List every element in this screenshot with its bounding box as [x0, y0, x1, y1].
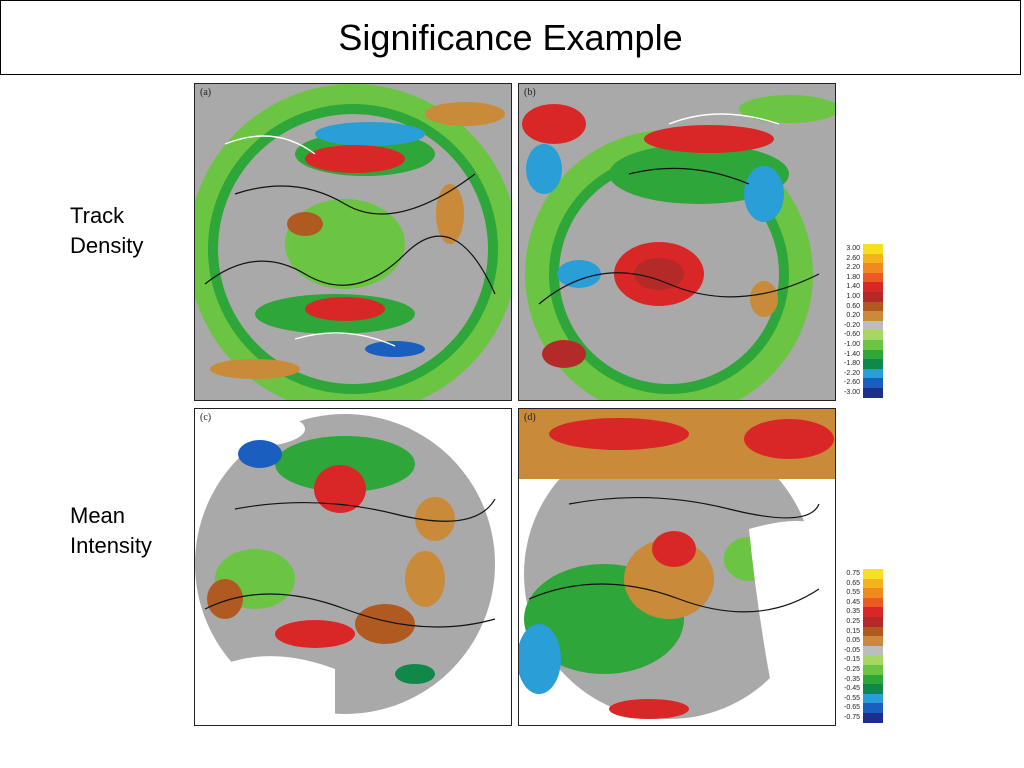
- colorbar-tick-label: 0.65: [846, 579, 860, 587]
- colorbar-tick-label: 0.60: [846, 302, 860, 310]
- colorbar-swatch: [863, 665, 883, 676]
- row-label-line1: Track: [70, 203, 125, 228]
- colorbar-tick-label: 0.35: [846, 608, 860, 616]
- colorbar-swatch: [863, 588, 883, 599]
- colorbar-swatch: [863, 636, 883, 647]
- colorbar-swatch: [863, 703, 883, 714]
- map-panel-d: (d): [518, 408, 836, 726]
- colorbar-swatch: [863, 597, 883, 608]
- map-image-d: [519, 409, 835, 725]
- row-label-line2: Intensity: [70, 533, 152, 558]
- map-panel-c: (c): [194, 408, 512, 726]
- colorbar-tick-label: -0.45: [844, 685, 860, 693]
- map-image-c: [195, 409, 511, 725]
- colorbar-swatch: [863, 674, 883, 685]
- colorbar-tick-label: 0.15: [846, 627, 860, 635]
- colorbar-swatch: [863, 617, 883, 628]
- colorbar-tick-label: -0.65: [844, 704, 860, 712]
- map-panel-a: (a): [194, 83, 512, 401]
- colorbar-swatch: [863, 645, 883, 656]
- colorbar-swatch: [863, 378, 883, 389]
- colorbar-tick-label: 0.25: [846, 618, 860, 625]
- colorbar-swatch: [863, 684, 883, 695]
- panel-letter-c: (c): [200, 412, 212, 423]
- colorbar-track-density: 3.00 2.60 2.20 1.80 1.40 1.00 0.60 0.20 -0.20 -0.…: [835, 244, 885, 404]
- colorbar-tick-label: 2.20: [846, 264, 860, 272]
- row-label-mean-intensity: Mean Intensity: [70, 501, 152, 561]
- colorbar-mean-intensity: 0.75 0.65 0.55 0.45 0.35 0.25 0.15 0.05 -0.05 -0.…: [835, 569, 885, 729]
- colorbar-swatch: [863, 607, 883, 618]
- colorbar-tick-label: -1.00: [844, 341, 860, 348]
- colorbar-tick-label: -0.15: [844, 656, 860, 664]
- row-label-track-density: Track Density: [70, 201, 143, 261]
- colorbar-swatch: [863, 301, 883, 312]
- row-label-line1: Mean: [70, 503, 126, 528]
- colorbar-tick-label: 0.55: [846, 589, 860, 597]
- colorbar-swatch: [863, 388, 883, 399]
- colorbar-tick-label: 0.05: [846, 637, 860, 645]
- panel-letter-d: (d): [524, 412, 536, 423]
- slide-title-box: Significance Example: [0, 0, 1021, 75]
- colorbar-swatch: [863, 569, 883, 580]
- map-panel-b: (b): [518, 83, 836, 401]
- colorbar-tick-label: -0.20: [844, 321, 860, 329]
- colorbar-swatch: [863, 330, 883, 341]
- colorbar-swatch: [863, 272, 883, 283]
- colorbar-swatch: [863, 263, 883, 274]
- colorbar-tick-label: 3.00: [846, 245, 860, 252]
- colorbar-tick-label: -2.60: [844, 379, 860, 387]
- colorbar-tick-label: 0.20: [846, 312, 860, 320]
- colorbar-tick-label: 1.40: [846, 283, 860, 291]
- colorbar-swatch: [863, 578, 883, 589]
- colorbar-swatch: [863, 253, 883, 264]
- colorbar-tick-label: 0.45: [846, 598, 860, 606]
- colorbar-tick-label: 0.75: [846, 570, 860, 577]
- colorbar-swatch: [863, 292, 883, 303]
- map-image-b: [519, 84, 835, 400]
- colorbar-swatch: [863, 320, 883, 331]
- slide-title: Significance Example: [338, 16, 683, 58]
- colorbar-tick-label: -0.25: [844, 666, 860, 673]
- panel-letter-b: (b): [524, 87, 536, 98]
- panel-letter-a: (a): [200, 87, 212, 98]
- colorbar-swatch: [863, 655, 883, 666]
- colorbar-swatch: [863, 311, 883, 322]
- colorbar-swatch: [863, 340, 883, 351]
- map-image-a: [195, 84, 511, 400]
- colorbar-tick-label: -0.60: [844, 331, 860, 339]
- row-label-line2: Density: [70, 233, 144, 258]
- colorbar-tick-label: 1.00: [846, 293, 860, 300]
- colorbar-swatch: [863, 349, 883, 360]
- colorbar-swatch: [863, 713, 883, 724]
- colorbar-tick-label: -0.75: [844, 714, 860, 721]
- colorbar-swatch: [863, 693, 883, 704]
- colorbar-swatch: [863, 368, 883, 379]
- colorbar-tick-label: -0.35: [844, 675, 860, 683]
- colorbar-tick-label: -0.55: [844, 694, 860, 702]
- colorbar-swatch: [863, 282, 883, 293]
- colorbar-tick-label: -1.40: [844, 350, 860, 358]
- colorbar-tick-label: -2.20: [844, 369, 860, 377]
- colorbar-swatch: [863, 626, 883, 637]
- colorbar-tick-label: 1.80: [846, 273, 860, 281]
- colorbar-swatch: [863, 244, 883, 255]
- colorbar-tick-label: -3.00: [844, 389, 860, 396]
- colorbar-swatch: [863, 359, 883, 370]
- colorbar-tick-label: -1.80: [844, 360, 860, 368]
- colorbar-tick-label: -0.05: [844, 646, 860, 654]
- colorbar-tick-label: 2.60: [846, 254, 860, 262]
